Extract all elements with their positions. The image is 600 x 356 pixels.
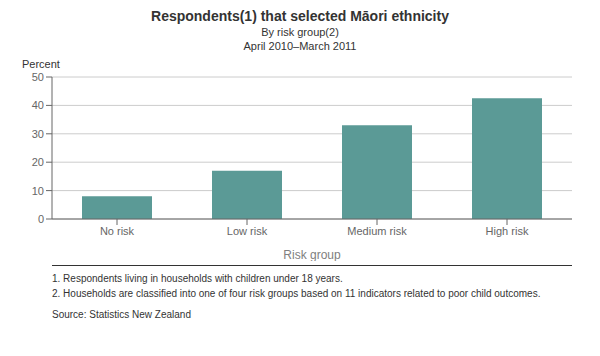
html-text:April 2010–March 2011: April 2010–March 2011 [243,40,357,52]
svg-text:30: 30 [32,128,44,140]
html-text:By risk group(2): By risk group(2) [261,26,339,38]
svg-text:10: 10 [32,185,44,197]
svg-text:No risk: No risk [100,225,135,237]
html-text:1. Respondents living in house: 1. Respondents living in households with… [52,273,343,284]
html-text:Source: Statistics New Zealand: Source: Statistics New Zealand [52,309,191,320]
svg-text:0: 0 [38,213,44,225]
svg-text:20: 20 [32,156,44,168]
html-text:Percent: Percent [22,58,60,70]
svg-text:50: 50 [32,71,44,83]
svg-text:Medium risk: Medium risk [347,225,407,237]
svg-text:Risk group: Risk group [283,248,341,261]
svg-text:Low risk: Low risk [227,225,268,237]
svg-text:40: 40 [32,99,44,111]
svg-text:High risk: High risk [486,225,529,237]
html-text:2. Households are classified i: 2. Households are classified into one of… [52,288,541,299]
html-text:Respondents(1) that selected M: Respondents(1) that selected Māori ethni… [151,8,449,24]
